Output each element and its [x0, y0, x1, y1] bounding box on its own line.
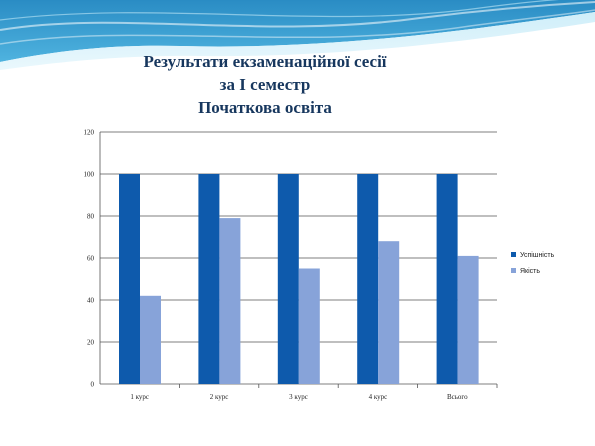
bar: [119, 174, 140, 384]
x-tick-label: Всього: [447, 393, 468, 401]
bar: [140, 295, 161, 384]
y-tick-label: 100: [84, 171, 95, 179]
y-tick-label: 40: [87, 297, 95, 305]
bar: [219, 218, 241, 384]
y-tick-label: 80: [87, 213, 95, 221]
legend-label: Успішність: [520, 251, 555, 259]
bar: [436, 174, 458, 384]
bar: [198, 174, 220, 384]
chart-title-line-1: Результати екзаменаційної сесії: [143, 52, 387, 71]
legend-label: Якість: [520, 267, 540, 275]
bar: [357, 174, 379, 384]
x-tick-label: 4 курс: [369, 393, 388, 401]
bar: [277, 174, 299, 384]
chart-title-line-3: Початкова освіта: [198, 98, 332, 117]
bar: [457, 255, 479, 384]
legend-swatch: [511, 268, 516, 273]
bar: [298, 268, 320, 384]
x-tick-label: 2 курс: [210, 393, 229, 401]
y-tick-label: 120: [84, 129, 95, 137]
chart-title: Результати екзаменаційної сесії за І сем…: [100, 50, 430, 119]
bar: [378, 241, 400, 384]
chart-title-line-2: за І семестр: [219, 75, 311, 94]
y-tick-label: 60: [87, 255, 95, 263]
legend-swatch: [511, 252, 516, 257]
y-tick-label: 20: [87, 339, 95, 347]
y-tick-label: 0: [91, 381, 95, 389]
x-tick-label: 1 курс: [130, 393, 149, 401]
x-tick-label: 3 курс: [289, 393, 308, 401]
